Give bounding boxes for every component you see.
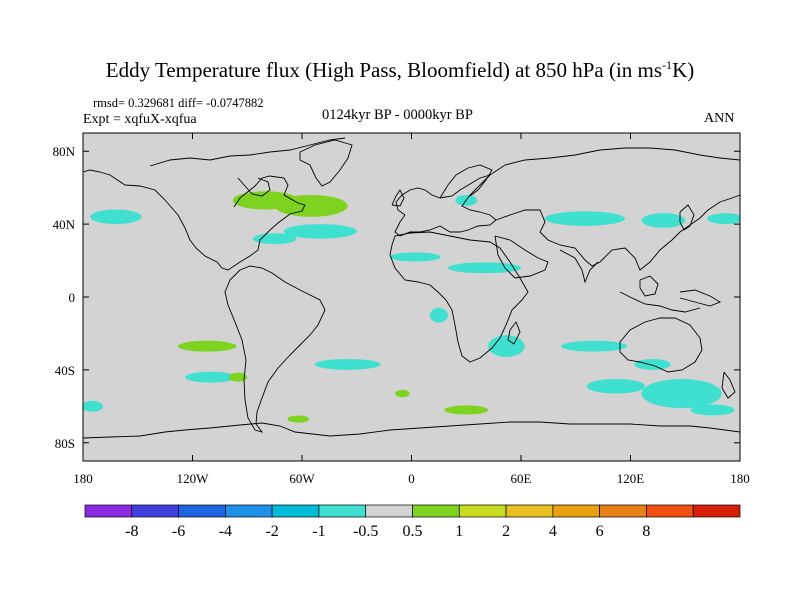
lat-label: 40N [53, 217, 76, 232]
negative-anomaly-patch [90, 209, 142, 225]
lat-label: 80N [53, 144, 76, 159]
colorbar-swatch [318, 504, 367, 518]
coast-scandinavia [439, 164, 493, 199]
coast-new-guinea [679, 289, 722, 307]
negative-anomaly-patch [314, 358, 381, 370]
coast-asia [495, 194, 740, 271]
colorbar-swatch [646, 504, 694, 518]
colorbar-swatch [271, 504, 320, 518]
negative-anomaly-patch [83, 400, 104, 412]
coastlines [83, 137, 740, 439]
experiment-label: Expt = xqfuX-xqfua [83, 112, 197, 127]
coast-new-zealand [721, 371, 736, 399]
coast-europe [394, 174, 497, 237]
colorbar-label: -8 [125, 523, 138, 540]
time-period-label: 0124kyr BP - 0000kyr BP [322, 107, 473, 123]
colorbar-swatch [131, 504, 179, 518]
colorbar-swatch [225, 504, 273, 518]
ocean-background [83, 133, 740, 461]
lat-label: 80S [55, 436, 75, 451]
negative-anomaly-patch [185, 371, 237, 383]
coast-indonesia [619, 291, 701, 313]
lon-label: 180 [730, 471, 750, 486]
coast-north-america [83, 169, 306, 271]
coast-arabia [494, 235, 549, 279]
colorbar-label: -2 [265, 523, 278, 540]
negative-anomaly-patch [641, 379, 722, 409]
colorbar-label: 2 [502, 523, 510, 540]
colorbar-labels: -8 -6 -4 -2 -1 -0.5 0.5 1 2 4 6 8 [125, 523, 650, 540]
lon-label: 120E [617, 471, 645, 486]
colorbar-label: 0.5 [403, 523, 423, 540]
lon-label: 0 [408, 471, 415, 486]
positive-anomaly-patch [177, 340, 237, 352]
coast-arctic-canada [149, 137, 346, 167]
colorbar-swatch [458, 504, 507, 518]
positive-anomaly-patch [287, 415, 310, 423]
colorbar-swatch [178, 504, 226, 518]
lon-label: 60E [511, 471, 532, 486]
negative-anomaly-patch [634, 358, 671, 370]
positive-anomaly-patch [395, 389, 410, 398]
colorbar-label: 1 [455, 523, 463, 540]
colorbar-swatch [505, 504, 554, 518]
colorbar-label: -4 [219, 523, 232, 540]
lon-label: 120W [177, 471, 210, 486]
positive-anomaly-patch [444, 405, 489, 415]
colorbar-swatch [692, 504, 741, 518]
coast-antarctica [83, 421, 740, 439]
colorbar-swatch [599, 504, 647, 518]
longitude-axis: 180 120W 60W 0 60E 120E 180 [73, 133, 750, 486]
coast-japan [679, 204, 695, 231]
colorbar-label: 6 [596, 523, 604, 540]
colorbar-label: -6 [172, 523, 185, 540]
anomaly-field [83, 191, 740, 423]
colorbar-swatch [412, 504, 460, 518]
negative-anomaly-patch [429, 307, 448, 323]
season-label: ANN [704, 111, 735, 126]
coast-borneo [639, 275, 659, 297]
colorbar [84, 504, 741, 518]
colorbar-label: 8 [642, 523, 650, 540]
latitude-axis: 80N 40N 0 40S 80S [53, 144, 740, 451]
negative-anomaly-patch [448, 262, 521, 274]
plot-title: Eddy Temperature flux (High Pass, Bloomf… [105, 58, 695, 82]
negative-anomaly-patch [544, 211, 626, 226]
coast-uk [391, 189, 405, 207]
coast-south-america [224, 265, 326, 433]
colorbar-swatch [365, 504, 413, 518]
negative-anomaly-patch [641, 213, 686, 228]
lat-label: 40S [55, 363, 75, 378]
coast-madagascar [507, 321, 521, 345]
lon-label: 180 [73, 471, 93, 486]
positive-anomaly-patch [274, 194, 348, 217]
colorbar-label: 4 [549, 523, 557, 540]
coast-siberia [489, 147, 740, 176]
rmsd-diff-stats: rmsd= 0.329681 diff= -0.0747882 [93, 96, 264, 110]
colorbar-swatch [84, 504, 133, 518]
colorbar-label: -0.5 [353, 523, 378, 540]
negative-anomaly-patch [283, 224, 357, 239]
colorbar-swatch [552, 504, 600, 518]
negative-anomaly-patch [389, 252, 441, 262]
lat-label: 0 [69, 290, 76, 305]
negative-anomaly-patch [586, 379, 646, 394]
colorbar-label: -1 [312, 523, 325, 540]
coast-india [559, 249, 599, 284]
coast-australia [619, 317, 703, 373]
negative-anomaly-patch [707, 213, 740, 225]
coast-hudson-bay [237, 177, 271, 197]
lon-label: 60W [289, 471, 315, 486]
coast-africa [389, 231, 529, 363]
negative-anomaly-patch [561, 340, 627, 352]
positive-anomaly-patch [229, 372, 248, 382]
coast-greenland [299, 139, 353, 187]
negative-anomaly-patch [690, 404, 735, 416]
